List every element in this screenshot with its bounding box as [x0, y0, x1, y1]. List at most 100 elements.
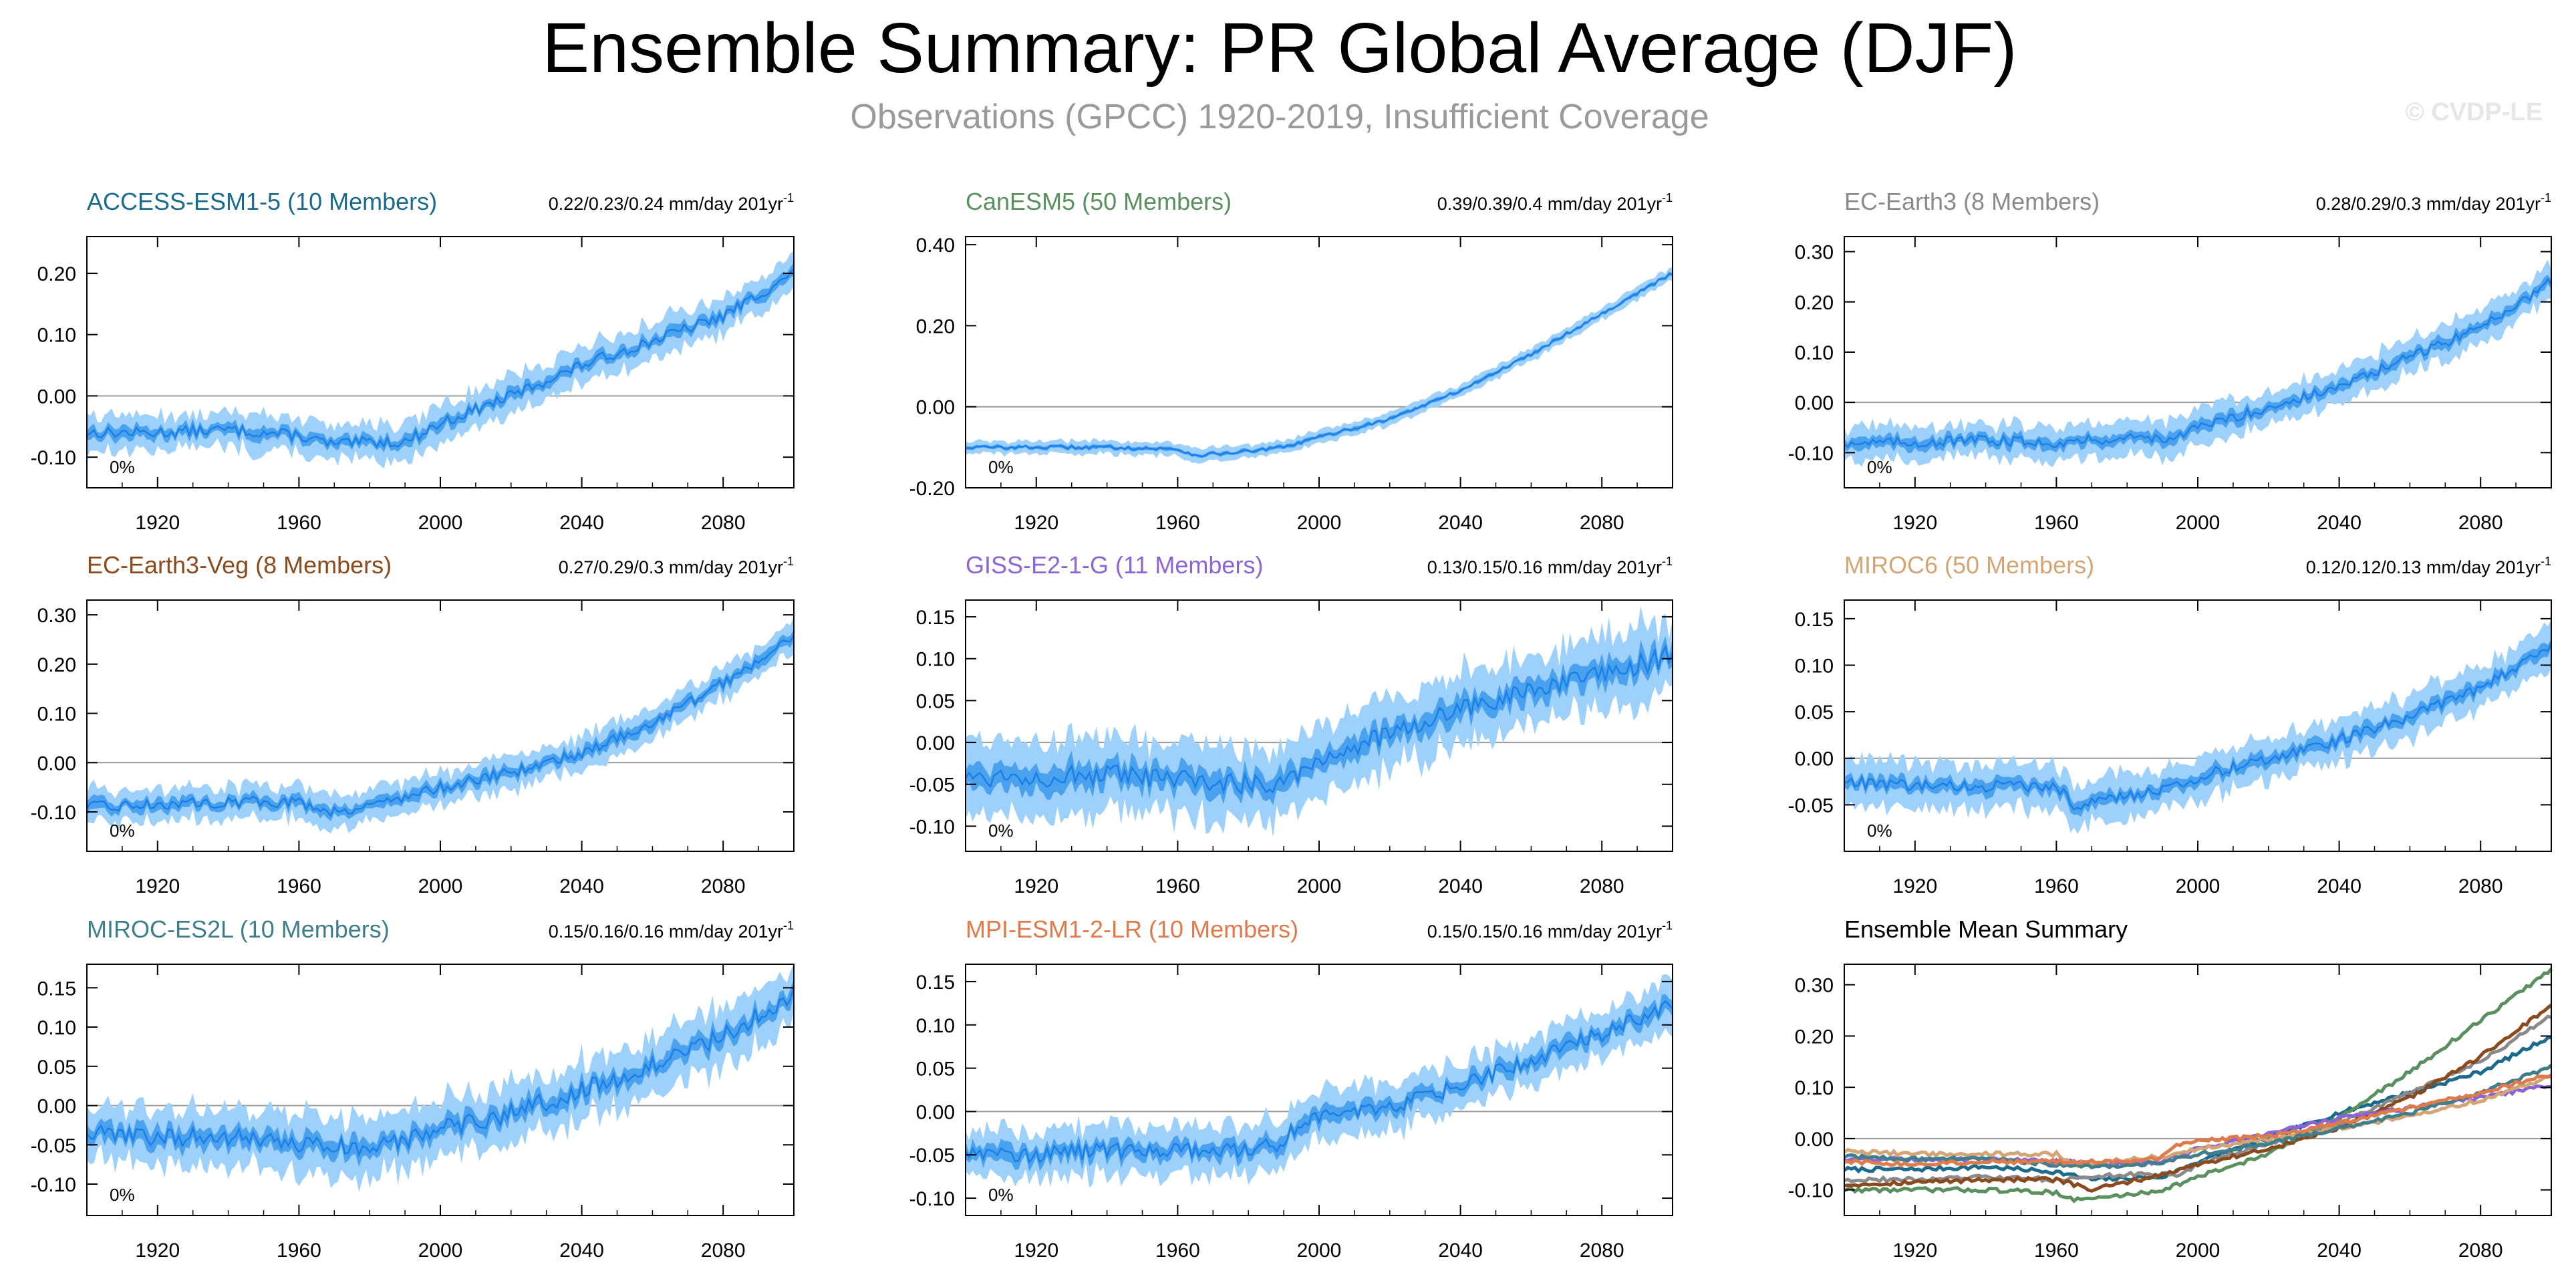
coverage-label: 0%: [1867, 457, 1892, 477]
y-tick-label: 0.20: [1795, 1026, 1834, 1048]
x-tick-label: 2040: [1438, 1240, 1483, 1262]
panel-title: EC-Earth3 (8 Members): [1844, 188, 2100, 215]
coverage-label: 0%: [988, 457, 1014, 477]
trend-superscript: -1: [2541, 191, 2551, 204]
y-tick-label: 0.15: [1795, 609, 1834, 631]
series-line: [1843, 1075, 2552, 1169]
x-tick-label: 1960: [277, 1240, 321, 1262]
trend-label: 0.15/0.16/0.16 mm/day 201yr-1: [549, 919, 794, 942]
coverage-label: 0%: [988, 821, 1014, 841]
ensemble-mean-line: [965, 273, 1673, 458]
y-tick-label: -0.20: [909, 478, 955, 500]
y-tick-label: 0.00: [37, 386, 76, 408]
panel-title: GISS-E2-1-G (11 Members): [966, 551, 1263, 579]
x-tick-label: 2000: [2176, 875, 2221, 897]
x-tick-label: 2080: [701, 1240, 746, 1262]
y-tick-label: 0.00: [1795, 392, 1834, 414]
y-tick-label: 0.15: [916, 972, 955, 994]
y-tick-label: 0.05: [916, 690, 955, 712]
panel-title: MIROC-ES2L (10 Members): [87, 915, 390, 943]
ensemble-mean-line: [1844, 643, 2553, 811]
panel-title: Ensemble Mean Summary: [1844, 915, 2128, 943]
y-tick-label: 0.30: [1795, 242, 1834, 264]
x-tick-label: 2080: [2458, 1240, 2503, 1262]
x-tick-label: 1960: [2034, 512, 2079, 534]
trend-label: 0.27/0.29/0.3 mm/day 201yr-1: [559, 555, 794, 577]
trend-label: 0.39/0.39/0.4 mm/day 201yr-1: [1437, 191, 1673, 214]
y-tick-label: -0.05: [31, 1135, 76, 1157]
x-tick-label: 1960: [277, 875, 321, 897]
y-tick-label: 0.20: [1795, 292, 1834, 314]
x-tick-label: 2000: [1297, 875, 1342, 897]
trend-superscript: -1: [1662, 191, 1673, 204]
series-line: [1843, 1063, 2553, 1170]
x-tick-label: 1920: [135, 512, 180, 534]
ensemble-mean-line: [964, 1000, 1673, 1164]
y-tick-label: 0.05: [37, 1056, 76, 1079]
chart-panel: ACCESS-ESM1-5 (10 Members) 0.22/0.23/0.24…: [31, 188, 795, 534]
panel-title: MPI-ESM1-2-LR (10 Members): [966, 915, 1298, 943]
coverage-label: 0%: [1867, 821, 1892, 841]
y-tick-label: 0.15: [916, 607, 955, 629]
chart-panel: Ensemble Mean Summary -0.10 0.00 0.10 0.20 0.…: [1788, 915, 2553, 1262]
x-tick-label: 2080: [1580, 512, 1624, 534]
y-tick-label: 0.00: [916, 732, 955, 754]
figure-title: Ensemble Summary: PR Global Average (DJF…: [542, 9, 2017, 88]
chart-panel: GISS-E2-1-G (11 Members) 0.13/0.15/0.16 m…: [909, 551, 1674, 897]
ensemble-mean-line: [964, 644, 1674, 795]
x-tick-label: 2040: [2317, 875, 2362, 897]
coverage-label: 0%: [110, 821, 135, 841]
x-tick-label: 2040: [2317, 512, 2362, 534]
panel-title: CanESM5 (50 Members): [966, 188, 1232, 215]
x-tick-label: 2000: [418, 512, 463, 534]
x-tick-label: 1920: [1892, 1240, 1937, 1262]
ensemble-mean-line: [86, 986, 795, 1158]
ensemble-range-band: [87, 251, 794, 469]
ensemble-range-band: [966, 974, 1673, 1188]
coverage-label: 0%: [988, 1185, 1014, 1205]
x-tick-label: 2000: [2176, 512, 2221, 534]
x-tick-label: 2080: [2458, 512, 2503, 534]
y-tick-label: 0.10: [37, 1017, 76, 1039]
trend-superscript: -1: [783, 191, 794, 204]
chart-panel: EC-Earth3 (8 Members) 0.28/0.29/0.3 mm/da…: [1788, 188, 2553, 534]
trend-label: 0.12/0.12/0.13 mm/day 201yr-1: [2306, 555, 2551, 577]
x-tick-label: 1920: [1014, 512, 1058, 534]
y-tick-label: -0.10: [909, 816, 955, 838]
x-tick-label: 2080: [701, 512, 746, 534]
chart-panel: MIROC-ES2L (10 Members) 0.15/0.16/0.16 mm…: [31, 915, 795, 1262]
x-tick-label: 2000: [418, 875, 463, 897]
y-tick-label: -0.05: [909, 1145, 955, 1167]
y-tick-label: 0.05: [1795, 702, 1834, 724]
ensemble-mean-line: [1844, 277, 2553, 448]
chart-panel: MPI-ESM1-2-LR (10 Members) 0.15/0.15/0.16…: [909, 915, 1673, 1262]
trend-label: 0.13/0.15/0.16 mm/day 201yr-1: [1427, 555, 1673, 577]
x-tick-label: 2040: [2317, 1240, 2362, 1262]
x-tick-label: 1920: [1014, 875, 1058, 897]
series-line: [1844, 1004, 2553, 1193]
y-tick-label: 0.00: [37, 1096, 76, 1118]
x-tick-label: 2040: [1438, 875, 1483, 897]
y-tick-label: 0.10: [916, 649, 955, 671]
y-tick-label: 0.30: [37, 605, 76, 627]
trend-superscript: -1: [783, 919, 794, 932]
x-tick-label: 1960: [1155, 875, 1200, 897]
x-tick-label: 2040: [559, 875, 604, 897]
y-tick-label: -0.05: [1788, 795, 1834, 817]
x-tick-label: 1920: [1892, 512, 1937, 534]
ensemble-mean-line: [86, 635, 795, 818]
y-tick-label: -0.10: [1788, 1180, 1834, 1202]
x-tick-label: 1920: [135, 875, 180, 897]
y-tick-label: 0.40: [916, 235, 955, 257]
coverage-label: 0%: [110, 1185, 135, 1205]
trend-superscript: -1: [1662, 919, 1673, 932]
x-tick-label: 1920: [1892, 875, 1937, 897]
x-tick-label: 1960: [1155, 512, 1200, 534]
x-tick-label: 1920: [135, 1240, 180, 1262]
y-tick-label: -0.05: [909, 774, 955, 797]
ensemble-iqr-band: [966, 994, 1673, 1171]
y-tick-label: 0.00: [1795, 748, 1834, 770]
y-tick-label: 0.20: [916, 315, 955, 337]
trend-superscript: -1: [783, 555, 794, 568]
